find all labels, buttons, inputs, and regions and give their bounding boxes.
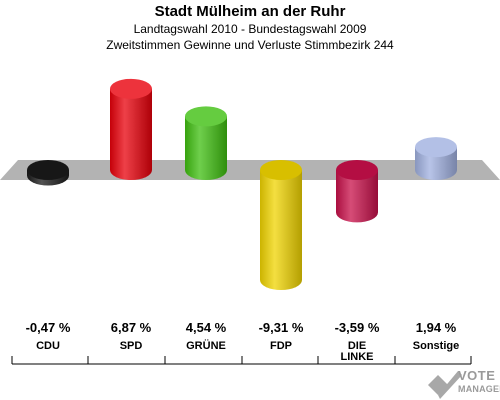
bar-body-fdp xyxy=(260,170,302,290)
bar-cdu xyxy=(27,160,69,186)
vote-manager-logo-icon xyxy=(428,371,462,399)
bar-cap-cdu xyxy=(27,160,69,180)
category-label-sonstige: Sonstige xyxy=(413,340,459,352)
category-label-die-linke: DIE xyxy=(348,340,366,352)
chart-subtitle: Landtagswahl 2010 - Bundestagswahl 2009 xyxy=(133,22,367,36)
bar-body-spd xyxy=(110,88,152,180)
category-label-fdp: FDP xyxy=(270,340,292,352)
bar-cap-gr-ne xyxy=(185,106,227,127)
value-label-gr-ne: 4,54 % xyxy=(186,320,227,335)
logo-line-1: VOTE xyxy=(458,368,496,383)
bar-fdp xyxy=(260,160,302,290)
bar-body-die-linke xyxy=(336,170,378,223)
bar-spd xyxy=(110,78,152,180)
bar-die-linke xyxy=(336,160,378,223)
bar-cap-spd xyxy=(110,78,152,99)
bar-body-gr-ne xyxy=(185,116,227,180)
chart-subtitle-2: Zweitstimmen Gewinne und Verluste Stimmb… xyxy=(106,38,394,52)
bar-cap-sonstige xyxy=(415,137,457,158)
value-label-sonstige: 1,94 % xyxy=(416,320,457,335)
category-label-die-linke: LINKE xyxy=(341,351,374,363)
value-label-spd: 6,87 % xyxy=(111,320,152,335)
bar-cap-die-linke xyxy=(336,160,378,180)
chart-title: Stadt Mülheim an der Ruhr xyxy=(154,3,346,20)
bar-cap-fdp xyxy=(260,160,302,180)
logo-line-2: MANAGER xyxy=(458,384,500,394)
value-label-fdp: -9,31 % xyxy=(259,320,304,335)
category-label-gr-ne: GRÜNE xyxy=(186,339,226,352)
value-label-cdu: -0,47 % xyxy=(26,320,71,335)
bar-gr-ne xyxy=(185,106,227,180)
category-label-spd: SPD xyxy=(120,340,143,352)
value-label-die-linke: -3,59 % xyxy=(335,320,380,335)
category-label-cdu: CDU xyxy=(36,340,60,352)
bar-sonstige xyxy=(415,137,457,180)
